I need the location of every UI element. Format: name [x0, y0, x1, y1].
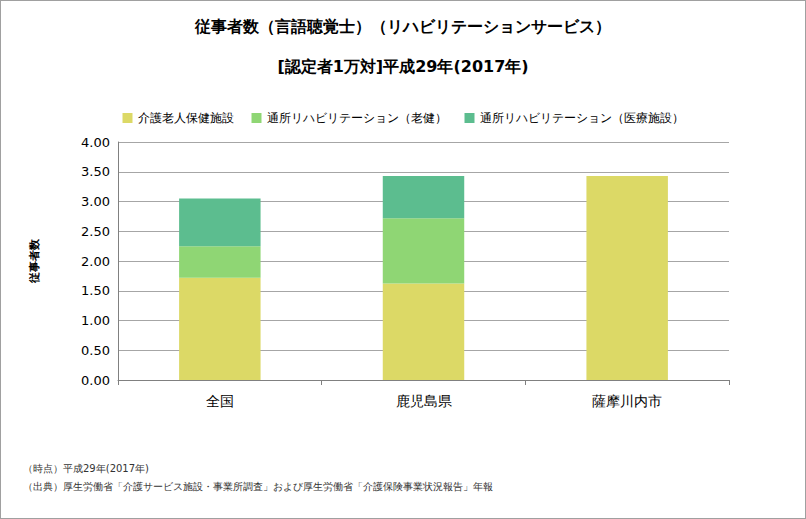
svg-text:（時点）平成29年(2017年): （時点）平成29年(2017年)	[23, 463, 149, 474]
svg-text:薩摩川内市: 薩摩川内市	[592, 393, 662, 409]
svg-text:[認定者1万対]平成29年(2017年): [認定者1万対]平成29年(2017年)	[277, 57, 528, 76]
svg-text:0.50: 0.50	[81, 343, 110, 358]
svg-text:1.00: 1.00	[81, 313, 110, 328]
svg-text:鹿児島県: 鹿児島県	[396, 393, 452, 409]
svg-text:（出典）厚生労働省「介護サービス施設・事業所調査」および厚生: （出典）厚生労働省「介護サービス施設・事業所調査」および厚生労働省「介護保険事業…	[23, 481, 493, 492]
svg-text:全国: 全国	[206, 393, 234, 409]
svg-text:通所リハビリテーション（老健）: 通所リハビリテーション（老健）	[267, 111, 447, 125]
svg-text:3.00: 3.00	[81, 194, 110, 209]
svg-text:従事者数: 従事者数	[28, 238, 41, 284]
svg-text:1.50: 1.50	[81, 283, 110, 298]
svg-text:従事者数（言語聴覚士）（リハビリテーションサービス）: 従事者数（言語聴覚士）（リハビリテーションサービス）	[194, 17, 611, 36]
svg-text:4.00: 4.00	[81, 135, 110, 150]
svg-text:介護老人保健施設: 介護老人保健施設	[138, 111, 234, 125]
svg-text:0.00: 0.00	[81, 373, 110, 388]
svg-text:2.50: 2.50	[81, 224, 110, 239]
svg-text:通所リハビリテーション（医療施設）: 通所リハビリテーション（医療施設）	[480, 111, 684, 125]
svg-text:2.00: 2.00	[81, 254, 110, 269]
svg-text:3.50: 3.50	[81, 164, 110, 179]
